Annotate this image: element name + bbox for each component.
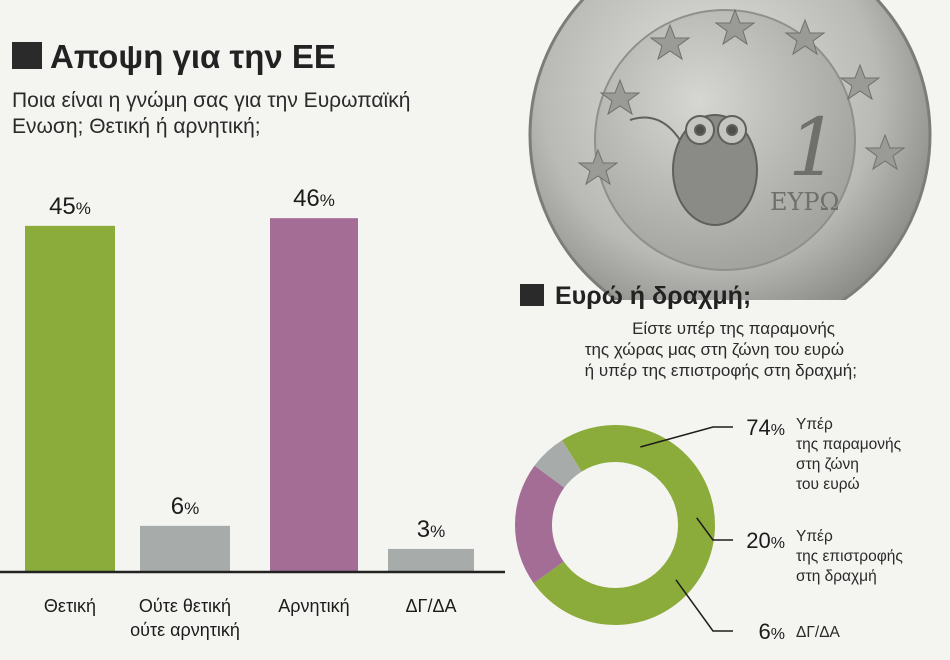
bar-value-label: 45% — [49, 193, 91, 220]
donut-question-line: της χώρας μας στη ζώνη του ευρώ — [584, 340, 844, 359]
category-label: Ούτε θετική — [139, 596, 231, 616]
donut-chart-title: Ευρώ ή δραχμή; — [555, 282, 752, 310]
donut-question-line: Είστε υπέρ της παραμονής — [632, 319, 835, 338]
donut-title-square — [520, 284, 544, 306]
bar — [140, 525, 230, 572]
bar-question-line: Ποια είναι η γνώμη σας για την Ευρωπαϊκή — [12, 89, 411, 112]
leader-line — [640, 426, 733, 448]
slice-label-line: ΔΓ/ΔΑ — [796, 624, 840, 641]
category-label: Αρνητική — [278, 596, 349, 616]
euro-coin-image: 1 ΕΥΡΩ — [528, 0, 932, 300]
coin-stars — [577, 8, 906, 186]
slice-value-label: 74% — [746, 415, 785, 440]
donut-slice — [515, 465, 565, 584]
donut-slice — [534, 440, 582, 488]
bar-chart-title: Αποψη για την ΕΕ — [50, 38, 336, 75]
slice-label-line: Υπέρ — [796, 528, 833, 545]
bar-chart: 45% Θετική 6% Ούτε θετική ούτε αρνητική 46% Αρ… — [0, 185, 505, 640]
slice-label-line: στη ζώνη — [796, 456, 859, 473]
owl-relief — [629, 114, 758, 226]
leader-line — [675, 579, 733, 632]
slice-label-line: Υπέρ — [796, 416, 833, 433]
category-label: ΔΓ/ΔΑ — [406, 596, 457, 616]
bar — [25, 225, 115, 572]
slice-label-line: της παραμονής — [796, 436, 902, 453]
leader-line — [696, 517, 733, 541]
slice-label-euro: Υπέρ της παραμονής στη ζώνη του ευρώ — [796, 415, 901, 495]
donut-slice — [533, 425, 715, 625]
slice-label-drachma: Υπέρ της επιστροφής στη δραχμή — [796, 527, 903, 587]
bar-question-line: Ενωση; Θετική ή αρνητική; — [12, 115, 261, 138]
bar-value-label: 6% — [171, 493, 199, 520]
bar — [388, 548, 474, 572]
slice-value-label: 20% — [746, 528, 785, 553]
bar-value-label: 46% — [293, 185, 335, 212]
slice-label-line: της επιστροφής — [796, 548, 903, 565]
bar — [270, 218, 358, 572]
slice-label-dk-na: ΔΓ/ΔΑ — [796, 623, 840, 643]
category-label: Θετική — [44, 596, 96, 616]
coin-currency-text: ΕΥΡΩ — [770, 188, 839, 216]
donut-chart-question: Είστε υπέρ της παραμονής της χώρας μας σ… — [512, 318, 932, 381]
slice-label-line: του ευρώ — [796, 476, 860, 493]
bar-title-square — [12, 42, 42, 69]
bar-chart-question: Ποια είναι η γνώμη σας για την Ευρωπαϊκή… — [12, 88, 512, 140]
slice-value-label: 6% — [759, 619, 785, 644]
coin-value-text: 1 — [788, 101, 839, 194]
category-label: ούτε αρνητική — [130, 620, 240, 640]
donut-question-line: ή υπέρ της επιστροφής στη δραχμή; — [584, 361, 857, 380]
slice-label-line: στη δραχμή — [796, 568, 877, 585]
bar-value-label: 3% — [417, 516, 445, 543]
